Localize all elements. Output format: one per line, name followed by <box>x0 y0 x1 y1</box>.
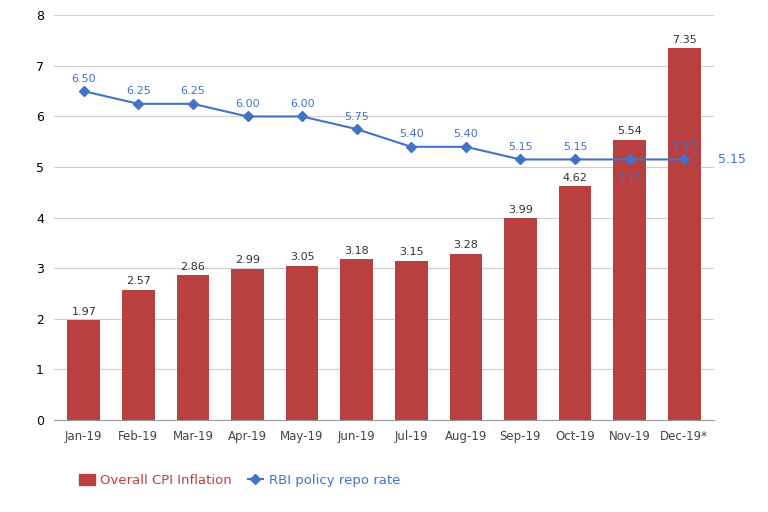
Text: 5.75: 5.75 <box>344 112 369 121</box>
Bar <box>177 275 210 420</box>
Text: 5.15: 5.15 <box>508 142 533 152</box>
Text: 4.62: 4.62 <box>563 173 588 183</box>
Text: 3.28: 3.28 <box>453 241 478 250</box>
Bar <box>395 261 428 420</box>
Bar <box>614 140 646 420</box>
Text: 3.15: 3.15 <box>399 247 424 257</box>
Legend: Overall CPI Inflation, RBI policy repo rate: Overall CPI Inflation, RBI policy repo r… <box>74 468 406 492</box>
Text: 2.99: 2.99 <box>235 255 260 265</box>
Text: 3.05: 3.05 <box>290 252 314 262</box>
Text: 2.86: 2.86 <box>180 262 205 272</box>
Text: 6.25: 6.25 <box>126 86 151 96</box>
Text: 5.15: 5.15 <box>563 142 588 152</box>
Text: 2.57: 2.57 <box>126 276 151 286</box>
Text: 5.40: 5.40 <box>453 129 478 139</box>
Text: 1.97: 1.97 <box>71 307 96 317</box>
Bar <box>340 259 373 420</box>
Bar <box>504 218 537 420</box>
Bar <box>68 320 100 420</box>
Bar <box>668 48 700 420</box>
Text: 5.15: 5.15 <box>718 153 746 166</box>
Text: 3.99: 3.99 <box>508 205 533 215</box>
Text: 7.35: 7.35 <box>672 35 697 45</box>
Bar <box>122 290 154 420</box>
Text: 5.15: 5.15 <box>617 174 642 184</box>
Bar <box>558 186 591 420</box>
Bar <box>231 269 264 420</box>
Text: 6.00: 6.00 <box>235 99 260 109</box>
Text: 6.25: 6.25 <box>180 86 205 96</box>
Text: 5.15: 5.15 <box>672 142 697 152</box>
Text: 6.50: 6.50 <box>71 74 96 83</box>
Text: 5.54: 5.54 <box>617 126 642 136</box>
Text: 5.40: 5.40 <box>399 129 424 139</box>
Text: 6.00: 6.00 <box>290 99 314 109</box>
Bar <box>286 266 319 420</box>
Text: 3.18: 3.18 <box>344 246 369 255</box>
Bar <box>449 254 482 420</box>
